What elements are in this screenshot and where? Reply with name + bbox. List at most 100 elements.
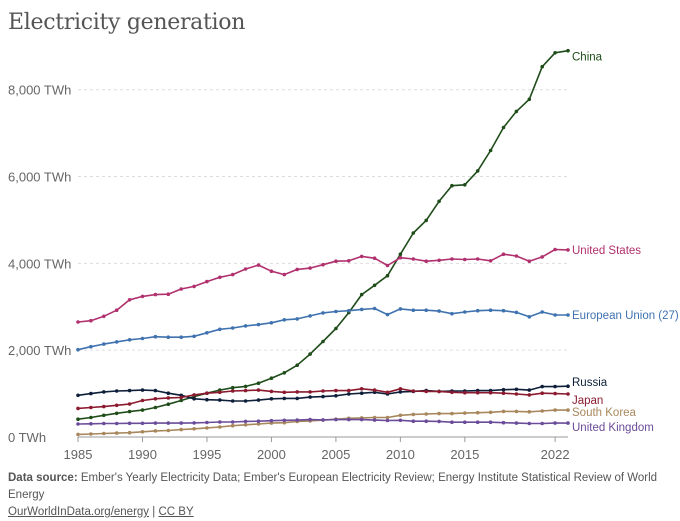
y-tick-label: 2,000 TWh — [8, 343, 71, 358]
y-axis: 0 TWh 2,000 TWh 4,000 TWh 6,000 TWh 8,000 TW… — [8, 83, 71, 445]
data-point-russia — [540, 384, 544, 389]
data-point-united-states — [76, 320, 80, 324]
data-point-european-union-27 — [347, 308, 351, 313]
data-point-china — [514, 109, 519, 114]
data-point-china — [153, 405, 158, 410]
data-point-south-korea — [424, 412, 429, 416]
data-point-south-korea — [553, 408, 557, 412]
data-point-russia — [230, 399, 235, 403]
series-label: China — [572, 52, 603, 64]
data-point-european-union-27 — [527, 315, 532, 319]
data-point-russia — [205, 397, 209, 402]
series-label: European Union (27) — [572, 310, 679, 322]
data-point-united-states — [140, 294, 145, 299]
x-tick-label: 1995 — [192, 447, 221, 462]
data-point-china — [411, 231, 416, 235]
data-point-russia — [501, 387, 506, 392]
data-point-european-union-27 — [372, 306, 377, 311]
series-line-china — [77, 49, 569, 420]
data-point-russia — [76, 393, 80, 398]
data-point-china — [475, 169, 480, 173]
data-point-china — [553, 51, 557, 55]
data-point-china — [127, 409, 132, 414]
data-point-south-korea — [566, 408, 570, 412]
series-label: Russia — [572, 377, 608, 389]
data-point-south-korea — [243, 423, 248, 427]
series-united-kingdom — [76, 417, 570, 426]
data-point-united-kingdom — [230, 420, 235, 424]
data-point-united-kingdom — [179, 421, 183, 425]
data-point-russia — [295, 396, 300, 401]
data-point-japan — [372, 388, 377, 392]
data-point-european-union-27 — [553, 313, 557, 317]
data-point-european-union-27 — [269, 321, 274, 325]
data-point-south-korea — [463, 411, 467, 415]
data-point-south-korea — [514, 409, 519, 414]
data-point-south-korea — [114, 431, 119, 435]
data-point-united-kingdom — [218, 420, 222, 424]
data-point-japan — [385, 390, 390, 395]
data-point-china — [527, 97, 532, 102]
data-point-japan — [205, 391, 209, 396]
x-tick-label: 2005 — [321, 447, 350, 462]
data-point-south-korea — [102, 431, 106, 436]
data-point-russia — [102, 390, 106, 394]
data-point-china — [269, 376, 274, 381]
series-china — [76, 48, 570, 422]
data-point-united-kingdom — [140, 421, 145, 426]
data-point-south-korea — [385, 415, 390, 420]
data-point-united-kingdom — [89, 422, 93, 426]
data-point-japan — [269, 389, 274, 394]
data-point-united-states — [295, 267, 300, 272]
data-point-russia — [566, 384, 570, 389]
data-point-japan — [179, 395, 183, 400]
data-point-united-kingdom — [566, 421, 570, 425]
gridlines — [78, 89, 568, 438]
data-point-united-kingdom — [114, 421, 119, 426]
data-point-united-states — [527, 259, 532, 264]
data-point-united-states — [127, 298, 132, 302]
footer-separator: | — [152, 506, 156, 518]
data-point-china — [308, 352, 312, 356]
data-point-japan — [334, 388, 338, 393]
data-point-european-union-27 — [295, 317, 300, 321]
data-point-united-kingdom — [540, 421, 544, 426]
data-point-united-states — [463, 257, 467, 262]
data-point-united-states — [398, 255, 403, 260]
data-point-south-korea — [230, 423, 235, 428]
data-point-south-korea — [166, 428, 171, 433]
data-point-european-union-27 — [398, 307, 403, 311]
series-south-korea — [76, 408, 570, 437]
data-point-japan — [127, 402, 132, 406]
data-point-united-kingdom — [76, 422, 80, 426]
data-point-china — [102, 413, 106, 418]
y-tick-label: 4,000 TWh — [8, 256, 71, 271]
data-point-south-korea — [89, 432, 93, 436]
data-point-russia — [514, 387, 519, 392]
data-point-united-states — [501, 252, 506, 256]
data-point-japan — [450, 390, 454, 395]
x-tick-label: 2022 — [541, 447, 570, 462]
data-point-united-kingdom — [205, 420, 209, 425]
data-point-japan — [192, 393, 196, 397]
data-point-china — [295, 363, 300, 368]
data-point-european-union-27 — [334, 309, 338, 314]
license-link[interactable]: CC BY — [158, 506, 194, 518]
data-point-south-korea — [205, 426, 209, 430]
data-point-china — [566, 48, 570, 53]
data-point-russia — [321, 394, 325, 399]
data-point-united-kingdom — [437, 419, 441, 424]
data-point-united-states — [347, 259, 351, 263]
series-european-union-27 — [76, 306, 570, 352]
data-point-russia — [527, 388, 532, 392]
source-link[interactable]: OurWorldInData.org/energy — [8, 506, 150, 518]
data-point-united-states — [243, 267, 248, 271]
data-point-united-kingdom — [166, 421, 171, 425]
data-point-european-union-27 — [153, 334, 158, 339]
data-point-south-korea — [140, 430, 145, 434]
data-point-russia — [553, 384, 557, 389]
data-point-china — [463, 183, 467, 187]
data-point-china — [501, 125, 506, 130]
series-label: United Kingdom — [572, 422, 654, 434]
data-point-russia — [166, 391, 171, 396]
